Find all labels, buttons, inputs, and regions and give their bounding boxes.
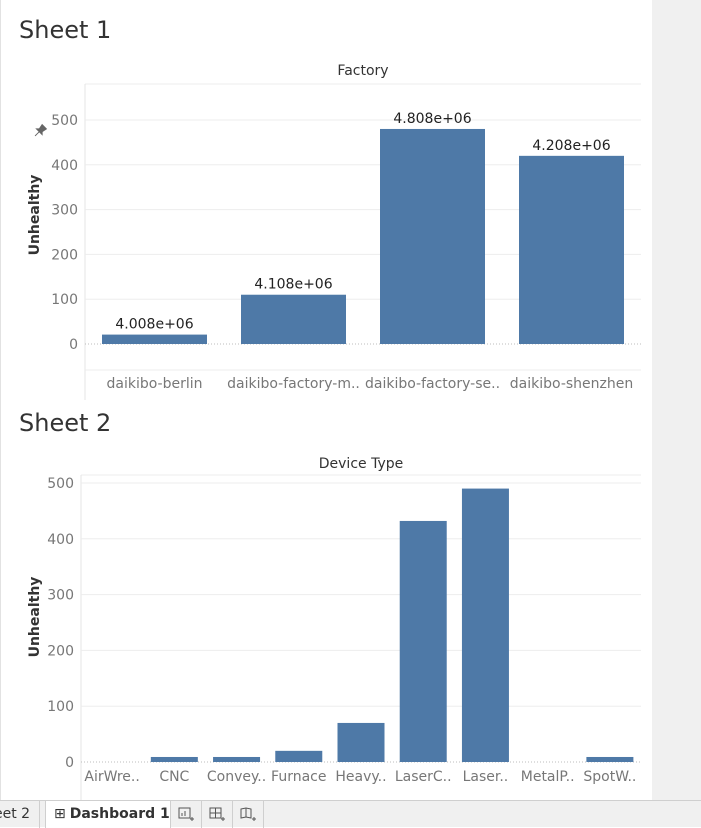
y-tick-label: 400 bbox=[51, 158, 78, 174]
x-category-label: Furnace bbox=[271, 769, 326, 785]
new-story-icon[interactable] bbox=[233, 801, 264, 828]
y-tick-label: 500 bbox=[47, 476, 74, 492]
y-tick-label: 200 bbox=[47, 643, 74, 659]
bar-data-label: 4.808e+06 bbox=[393, 111, 471, 127]
dashboard-icon: ⊞ bbox=[54, 806, 66, 822]
bar-daikibo-berlin[interactable] bbox=[102, 334, 207, 344]
bar-laser[interactable] bbox=[461, 488, 509, 762]
x-category-label: daikibo-factory-se.. bbox=[365, 376, 500, 392]
bar-data-label: 4.208e+06 bbox=[532, 138, 610, 154]
x-category-label: AirWre.. bbox=[84, 769, 139, 785]
x-category-label: Heavy.. bbox=[335, 769, 386, 785]
x-category-label: daikibo-shenzhen bbox=[510, 376, 633, 392]
pin-icon bbox=[34, 123, 48, 137]
x-category-label: SpotW.. bbox=[583, 769, 636, 785]
tab-dashboard-1[interactable]: ⊞ Dashboard 1 bbox=[45, 801, 171, 828]
y-axis-label: Unhealthy bbox=[27, 577, 43, 658]
x-category-label: Laser.. bbox=[463, 769, 509, 785]
new-dashboard-icon[interactable] bbox=[202, 801, 233, 828]
bar-data-label: 4.108e+06 bbox=[254, 277, 332, 293]
y-tick-label: 400 bbox=[47, 532, 74, 548]
bar-cnc[interactable] bbox=[150, 756, 198, 762]
y-axis-label: Unhealthy bbox=[27, 175, 43, 256]
bar-convey[interactable] bbox=[213, 756, 261, 762]
bar-heavy[interactable] bbox=[337, 722, 385, 762]
y-tick-label: 0 bbox=[69, 337, 78, 353]
y-tick-label: 100 bbox=[47, 699, 74, 715]
bar-spotw[interactable] bbox=[586, 756, 634, 762]
x-category-label: daikibo-berlin bbox=[106, 376, 202, 392]
new-worksheet-icon[interactable] bbox=[171, 801, 202, 828]
y-tick-label: 200 bbox=[51, 247, 78, 263]
dashboard-canvas: Sheet 1 Factory 0 100 200 300 400 500 Unhealthy… bbox=[0, 0, 653, 800]
y-tick-label: 300 bbox=[47, 588, 74, 604]
bar-laserc[interactable] bbox=[399, 520, 447, 762]
tab-sheet-2[interactable]: eet 2 bbox=[0, 801, 40, 828]
y-tick-label: 300 bbox=[51, 203, 78, 219]
bar-data-label: 4.008e+06 bbox=[115, 317, 193, 333]
bar-daikibo-shenzhen[interactable] bbox=[519, 155, 624, 344]
device-type-bar-chart[interactable]: Device Type 0 100 200 300 400 500 Unhealthy AirW… bbox=[1, 0, 653, 800]
x-category-label: LaserC.. bbox=[395, 769, 452, 785]
bar-furnace[interactable] bbox=[275, 750, 323, 762]
y-tick-label: 0 bbox=[65, 755, 74, 771]
bar-daikibo-factory-m[interactable] bbox=[241, 294, 346, 344]
y-tick-label: 100 bbox=[51, 292, 78, 308]
bar-daikibo-factory-se[interactable] bbox=[380, 128, 485, 344]
chart-title: Factory bbox=[337, 63, 388, 79]
x-category-label: daikibo-factory-m.. bbox=[227, 376, 360, 392]
right-gutter bbox=[652, 0, 701, 800]
x-category-label: CNC bbox=[159, 769, 189, 785]
sheet-tab-bar: eet 2 ⊞Dashboard 1 bbox=[0, 800, 701, 828]
x-category-label: Convey.. bbox=[207, 769, 266, 785]
chart-title: Device Type bbox=[319, 456, 404, 472]
x-category-label: MetalP.. bbox=[521, 769, 575, 785]
tab-dashboard-label: Dashboard 1 bbox=[69, 806, 170, 822]
y-tick-label: 500 bbox=[51, 113, 78, 129]
factory-bar-chart[interactable]: Factory 0 100 200 300 400 500 Unhealthy 4.008e+0… bbox=[1, 0, 653, 400]
sheet2-title: Sheet 2 bbox=[19, 409, 112, 437]
sheet1-title: Sheet 1 bbox=[19, 16, 112, 44]
